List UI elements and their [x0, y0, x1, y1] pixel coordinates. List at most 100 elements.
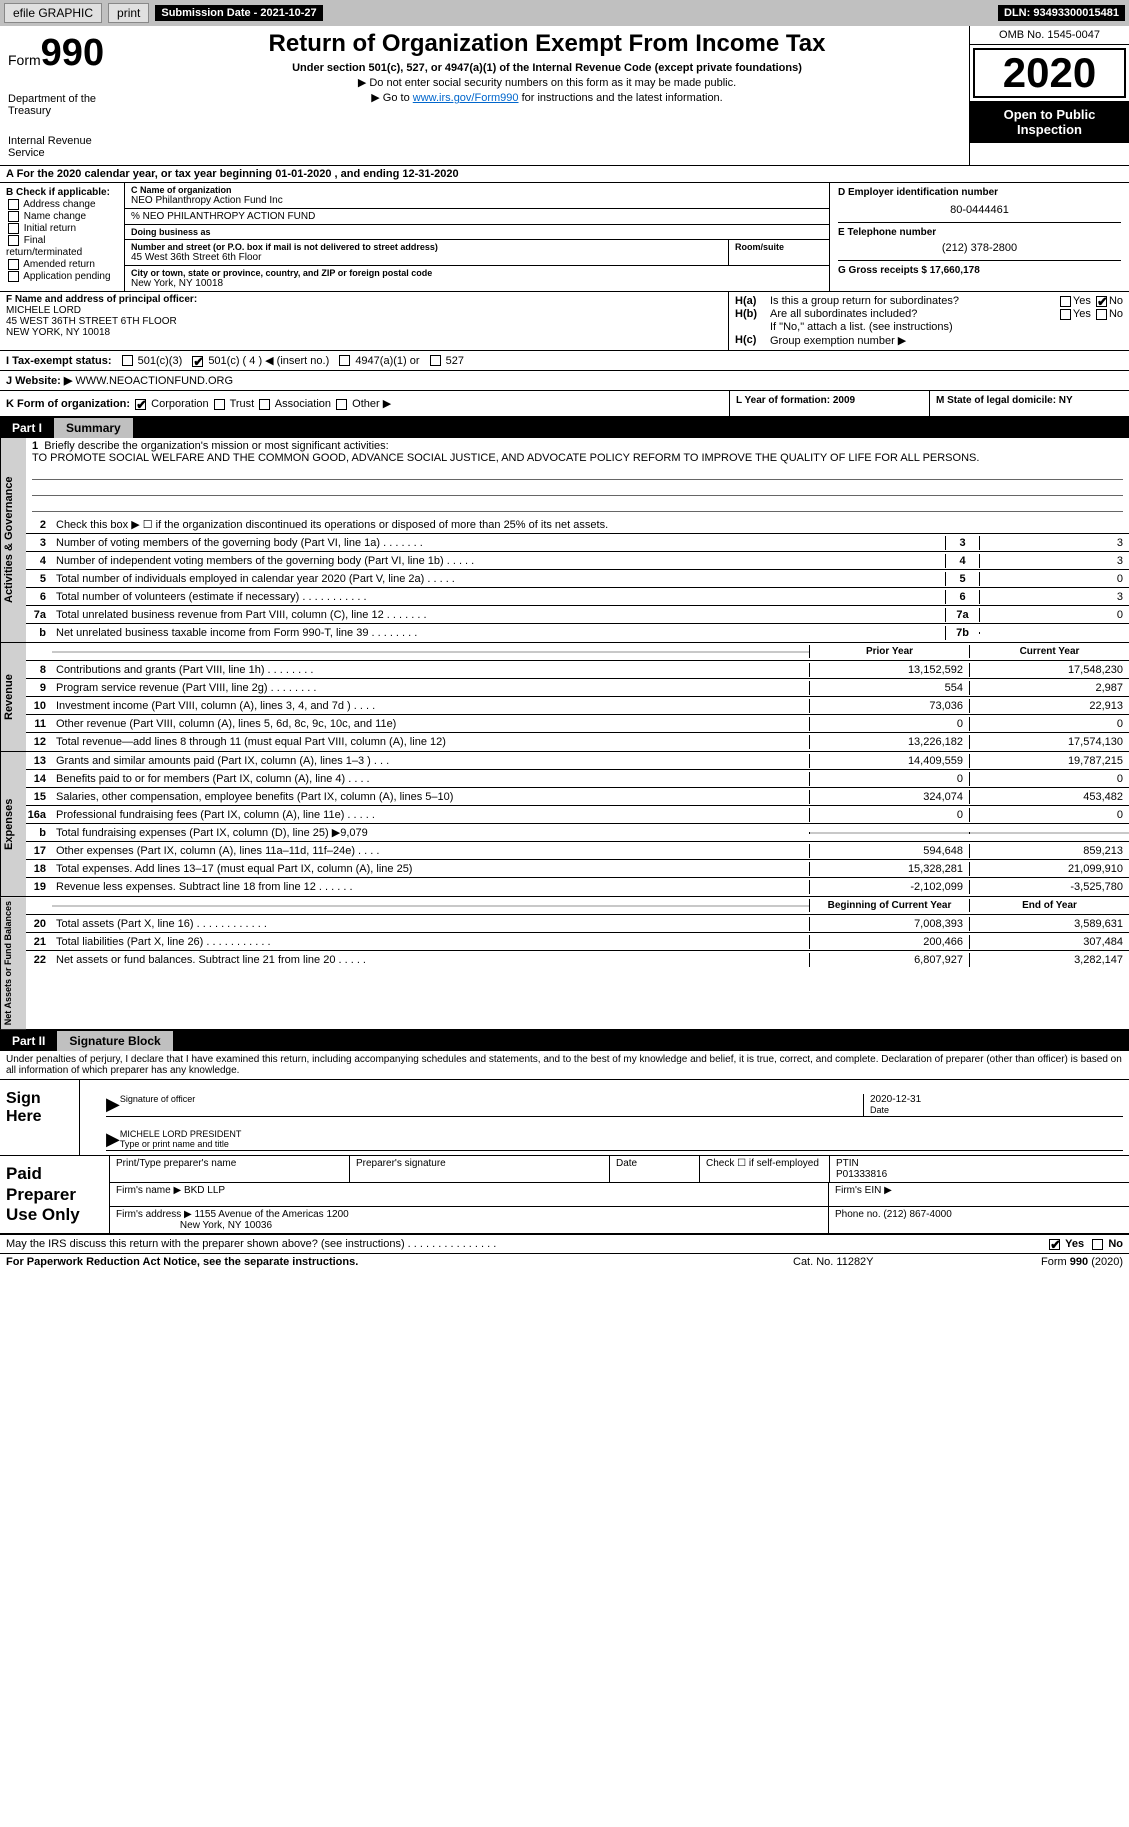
- k-assoc[interactable]: Association: [257, 398, 331, 410]
- q-val: 3: [979, 536, 1129, 550]
- e-phone-label: E Telephone number: [838, 227, 1121, 238]
- governance-side: Activities & Governance: [0, 438, 26, 642]
- hb-txt: Are all subordinates included?: [770, 308, 1058, 320]
- q-prior: 200,466: [809, 935, 969, 949]
- form-990: 990: [41, 32, 104, 74]
- k-other[interactable]: Other ▶: [334, 398, 391, 410]
- pp-phone: Phone no. (212) 867-4000: [829, 1207, 1129, 1233]
- q-num: 14: [26, 773, 52, 785]
- q-num: b: [26, 827, 52, 839]
- i-opt3[interactable]: 4947(a)(1) or: [337, 355, 419, 367]
- exp-row-14: 14 Benefits paid to or for members (Part…: [26, 770, 1129, 788]
- sig-name: MICHELE LORD PRESIDENTType or print name…: [120, 1129, 1123, 1150]
- netassets-section: Net Assets or Fund Balances Beginning of…: [0, 897, 1129, 1031]
- q-num: 10: [26, 700, 52, 712]
- part2-title: Signature Block: [57, 1031, 172, 1051]
- q-curr: 0: [969, 808, 1129, 822]
- q-txt: Number of voting members of the governin…: [52, 536, 945, 550]
- b-opt-amended[interactable]: Amended return: [6, 259, 118, 270]
- k-label: K Form of organization:: [6, 398, 130, 410]
- discuss-row: May the IRS discuss this return with the…: [0, 1235, 1129, 1254]
- q-num: 15: [26, 791, 52, 803]
- q-curr: 3,589,631: [969, 917, 1129, 931]
- q-txt: Total expenses. Add lines 13–17 (must eq…: [52, 862, 809, 876]
- perjury-note: Under penalties of perjury, I declare th…: [0, 1051, 1129, 1080]
- i-opt1[interactable]: 501(c)(3): [120, 355, 183, 367]
- q-curr: 21,099,910: [969, 862, 1129, 876]
- hb-note: If "No," attach a list. (see instruction…: [735, 321, 1123, 333]
- section-b: B Check if applicable: Address change Na…: [0, 183, 125, 291]
- b-opt-address[interactable]: Address change: [6, 199, 118, 210]
- exp-row-b: b Total fundraising expenses (Part IX, c…: [26, 824, 1129, 842]
- q-prior: 594,648: [809, 844, 969, 858]
- q1-mission: 1 Briefly describe the organization's mi…: [26, 438, 1129, 516]
- goto-post: for instructions and the latest informat…: [519, 92, 723, 104]
- revenue-section: Revenue Prior Year Current Year 8 Contri…: [0, 643, 1129, 752]
- sign-here-block: Sign Here ▶ Signature of officer 2020-12…: [0, 1080, 1129, 1156]
- q-num: 17: [26, 845, 52, 857]
- rev-row-12: 12 Total revenue—add lines 8 through 11 …: [26, 733, 1129, 751]
- header-mid: Return of Organization Exempt From Incom…: [125, 26, 969, 165]
- q-txt: Total unrelated business revenue from Pa…: [52, 608, 945, 622]
- q-num: 5: [26, 573, 52, 585]
- g-gross-row: G Gross receipts $ 17,660,178: [838, 260, 1121, 276]
- q-txt: Total assets (Part X, line 16) . . . . .…: [52, 917, 809, 931]
- row-k: K Form of organization: Corporation Trus…: [0, 391, 1129, 418]
- i-opt2[interactable]: 501(c) ( 4 ) ◀ (insert no.): [190, 354, 329, 367]
- f-addr2: NEW YORK, NY 10018: [6, 327, 722, 338]
- b-opt-pending[interactable]: Application pending: [6, 271, 118, 282]
- e-phone-val: (212) 378-2800: [838, 242, 1121, 254]
- irs-link[interactable]: www.irs.gov/Form990: [413, 92, 519, 104]
- c-city-label: City or town, state or province, country…: [131, 268, 823, 278]
- print-button[interactable]: print: [108, 3, 149, 23]
- expenses-section: Expenses 13 Grants and similar amounts p…: [0, 752, 1129, 897]
- form-title: Return of Organization Exempt From Incom…: [133, 30, 961, 58]
- governance-section: Activities & Governance 1 Briefly descri…: [0, 438, 1129, 643]
- i-opt4[interactable]: 527: [428, 355, 464, 367]
- dln-label: DLN: 93493300015481: [998, 5, 1125, 21]
- q-box: 7b: [945, 626, 979, 640]
- pp-date-head: Date: [610, 1156, 700, 1182]
- k-trust[interactable]: Trust: [212, 398, 255, 410]
- c-name-val: NEO Philanthropy Action Fund Inc: [131, 195, 823, 206]
- q-prior: 7,008,393: [809, 917, 969, 931]
- f-addr1: 45 WEST 36TH STREET 6TH FLOOR: [6, 316, 722, 327]
- q-curr: 0: [969, 772, 1129, 786]
- c-street: Number and street (or P.O. box if mail i…: [125, 240, 729, 265]
- exp-row-16a: 16a Professional fundraising fees (Part …: [26, 806, 1129, 824]
- b-opt-final[interactable]: Final return/terminated: [6, 235, 118, 257]
- row-i: I Tax-exempt status: 501(c)(3) 501(c) ( …: [0, 351, 1129, 371]
- sign-here-label: Sign Here: [0, 1080, 80, 1155]
- q-val: 0: [979, 572, 1129, 586]
- q-curr: 3,282,147: [969, 953, 1129, 967]
- hb-ans: Yes No: [1058, 308, 1123, 320]
- q-prior: 0: [809, 717, 969, 731]
- hc-txt: Group exemption number ▶: [770, 334, 1123, 347]
- q-prior: 13,226,182: [809, 735, 969, 749]
- q1-label: Briefly describe the organization's miss…: [44, 440, 388, 452]
- q2-txt: Check this box ▶ ☐ if the organization d…: [52, 517, 1129, 532]
- q-num: 9: [26, 682, 52, 694]
- q-prior: 15,328,281: [809, 862, 969, 876]
- sig-officer-line: ▶ Signature of officer 2020-12-31Date: [106, 1094, 1123, 1117]
- na-row-20: 20 Total assets (Part X, line 16) . . . …: [26, 915, 1129, 933]
- b-opt-name[interactable]: Name change: [6, 211, 118, 222]
- pp-firm-ein: Firm's EIN ▶: [829, 1183, 1129, 1206]
- k-corp[interactable]: Corporation: [133, 398, 209, 410]
- q-num: 7a: [26, 609, 52, 621]
- paid-prep-body: Print/Type preparer's name Preparer's si…: [110, 1156, 1129, 1233]
- revenue-content: Prior Year Current Year 8 Contributions …: [26, 643, 1129, 751]
- q-txt: Total liabilities (Part X, line 26) . . …: [52, 935, 809, 949]
- header-right: OMB No. 1545-0047 2020 Open to Public In…: [969, 26, 1129, 165]
- b-opt-initial[interactable]: Initial return: [6, 223, 118, 234]
- efile-button[interactable]: efile GRAPHIC: [4, 3, 102, 23]
- gov-row-b: b Net unrelated business taxable income …: [26, 624, 1129, 642]
- pp-row1: Print/Type preparer's name Preparer's si…: [110, 1156, 1129, 1183]
- arrow-icon: ▶: [106, 1094, 120, 1116]
- c-name-label: C Name of organization: [131, 185, 823, 195]
- q-prior: 14,409,559: [809, 754, 969, 768]
- q-curr: 453,482: [969, 790, 1129, 804]
- discuss-txt: May the IRS discuss this return with the…: [6, 1238, 1047, 1250]
- q-num: 21: [26, 936, 52, 948]
- q-num: 11: [26, 718, 52, 730]
